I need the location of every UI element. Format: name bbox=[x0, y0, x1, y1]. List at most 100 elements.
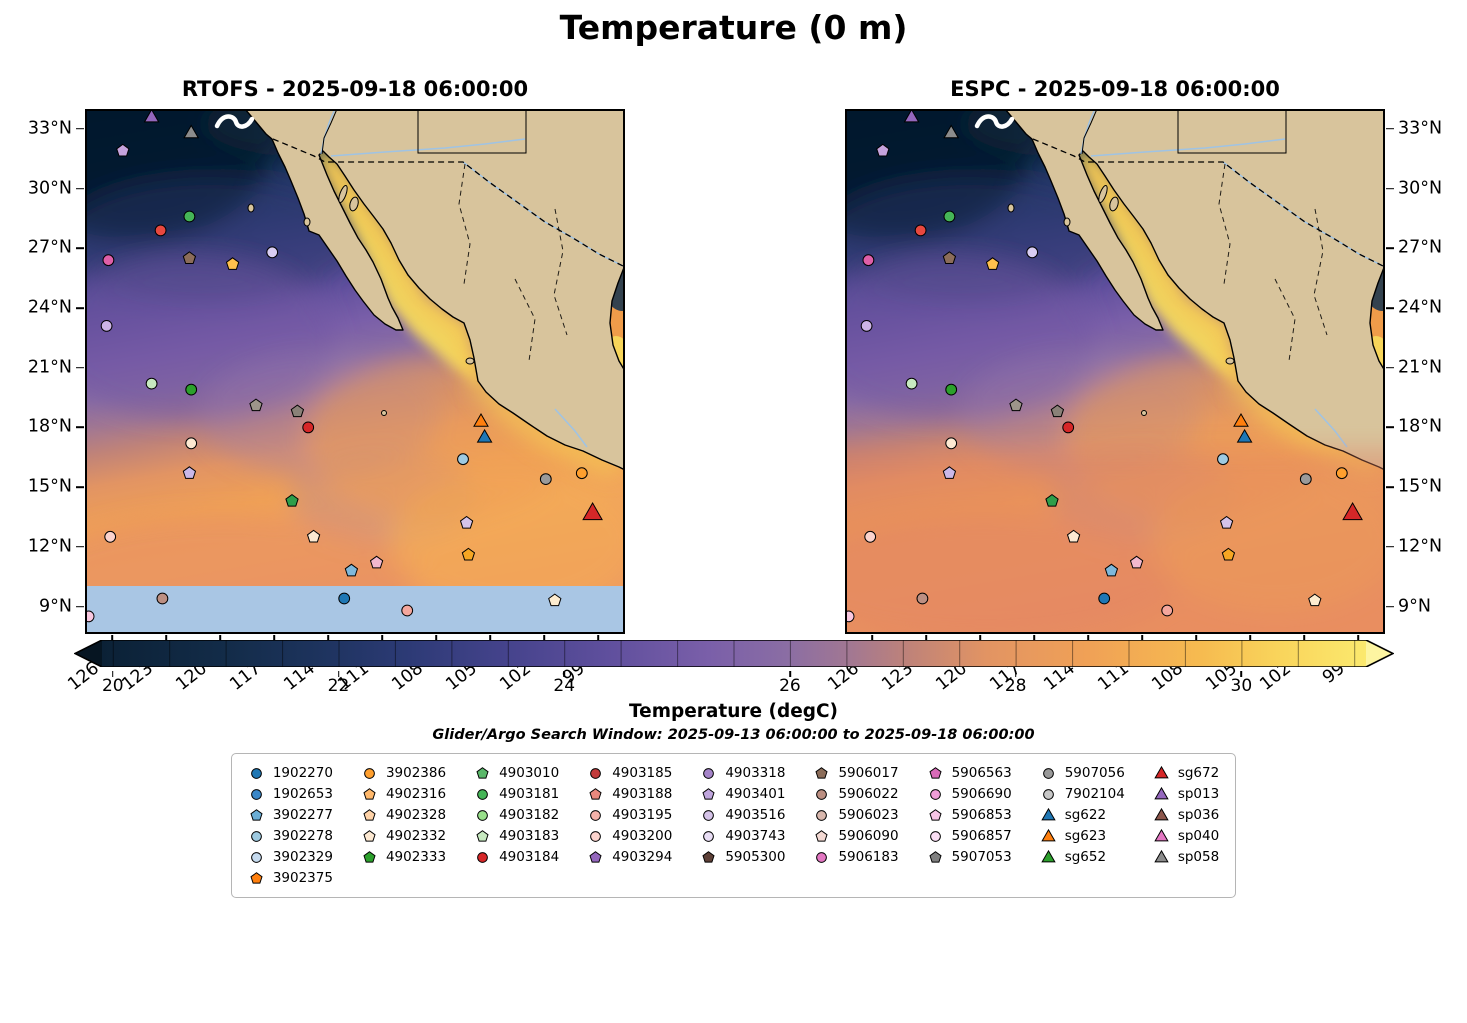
legend-item-5906022: 5906022 bbox=[813, 784, 899, 804]
lat-tick-mark bbox=[1386, 366, 1394, 369]
legend-column: 5906563 5906690 5906853 5906857 5907053 bbox=[927, 763, 1012, 888]
lat-tick-mark bbox=[76, 366, 84, 369]
legend-item-4903188: 4903188 bbox=[587, 784, 672, 804]
platform-marker bbox=[985, 257, 1000, 270]
platform-marker bbox=[100, 319, 113, 332]
colorbar-tick-mark bbox=[789, 671, 791, 677]
search-window-subtitle: Glider/Argo Search Window: 2025-09-13 06… bbox=[432, 727, 1035, 743]
circle-marker-icon bbox=[929, 830, 941, 842]
triangle-marker-icon bbox=[1040, 828, 1056, 841]
platform-marker bbox=[182, 251, 197, 264]
legend-label: 4903010 bbox=[499, 765, 560, 781]
colorbar-tick-mark bbox=[563, 671, 565, 677]
platform-marker bbox=[85, 610, 95, 623]
legend-item-5906023: 5906023 bbox=[813, 805, 899, 825]
platform-marker bbox=[1161, 604, 1174, 617]
circle-marker-icon bbox=[250, 788, 262, 800]
triangle-marker-icon bbox=[1154, 828, 1169, 841]
platform-marker bbox=[862, 254, 875, 267]
legend-item-4903195: 4903195 bbox=[587, 805, 672, 825]
legend-item-5907053: 5907053 bbox=[927, 847, 1012, 867]
platform-markers bbox=[845, 109, 1363, 623]
colorbar-level-dividers bbox=[112, 640, 1355, 667]
colorbar-label: Temperature (degC) bbox=[628, 701, 839, 722]
lat-tick-mark bbox=[1386, 546, 1394, 548]
lon-tick-mark bbox=[1087, 635, 1089, 643]
lat-tick-label: 24°N bbox=[1398, 297, 1443, 318]
lat-tick-label: 18°N bbox=[27, 416, 72, 437]
legend-column: 4903318 4903401 4903516 4903743 5905300 bbox=[700, 763, 785, 888]
platform-markers bbox=[85, 109, 603, 623]
platform-marker bbox=[306, 529, 321, 543]
legend-item-5906857: 5906857 bbox=[927, 826, 1012, 846]
panel-extras bbox=[85, 586, 625, 634]
triangle-marker-icon bbox=[1154, 765, 1169, 778]
panels-row: RTOFS - 2025-09-18 06:00:00 126°W 123°W 12… bbox=[0, 77, 1467, 695]
platform-marker bbox=[943, 210, 956, 223]
pentagon-marker-icon bbox=[815, 829, 829, 842]
legend-label: 4902328 bbox=[385, 807, 447, 823]
colorbar-extend-min bbox=[74, 640, 102, 667]
lat-tick-label: 33°N bbox=[27, 118, 72, 139]
colorbar-tick-label: 28 bbox=[1004, 676, 1027, 696]
legend-label: sp058 bbox=[1177, 849, 1220, 865]
legend-label: 3902386 bbox=[385, 765, 447, 781]
triangle-marker-icon bbox=[1040, 849, 1056, 862]
pentagon-marker-icon bbox=[589, 850, 602, 863]
legend-item-4903010: 4903010 bbox=[474, 763, 559, 783]
legend-label: 5906090 bbox=[838, 828, 899, 844]
legend-label: 5907053 bbox=[951, 849, 1012, 865]
legend-label: 3902277 bbox=[272, 807, 333, 823]
platform-marker bbox=[1219, 515, 1234, 529]
platform-marker bbox=[942, 466, 957, 479]
legend-item-4902332: 4902332 bbox=[361, 826, 446, 846]
pentagon-marker-icon bbox=[702, 787, 715, 800]
legend-item-3902375: 3902375 bbox=[248, 868, 333, 888]
legend-label: 1902653 bbox=[272, 786, 333, 802]
lat-tick-label: 27°N bbox=[27, 237, 72, 258]
circle-marker-icon bbox=[1042, 767, 1054, 779]
platform-marker bbox=[945, 383, 958, 396]
circle-marker-icon bbox=[250, 830, 262, 842]
legend-item-sp036: sp036 bbox=[1153, 805, 1219, 825]
lat-tick-mark bbox=[1386, 247, 1394, 250]
platform-marker bbox=[1308, 593, 1322, 607]
lat-tick-mark bbox=[76, 187, 84, 190]
legend-item-5906090: 5906090 bbox=[813, 826, 899, 846]
legend-label: 5906853 bbox=[951, 807, 1012, 823]
legend-label: 4903182 bbox=[499, 807, 560, 823]
axes-frame bbox=[845, 109, 1385, 634]
colorbar-tick-mark bbox=[1014, 671, 1017, 677]
legend-label: sp013 bbox=[1177, 786, 1220, 802]
circle-marker-icon bbox=[816, 809, 828, 821]
platform-marker bbox=[185, 437, 198, 450]
legend-item-4903185: 4903185 bbox=[587, 763, 672, 783]
map-wrap-espc: 126°W 123°W 120°W 117°W 114°W 111°W 108°W 105°W… bbox=[824, 109, 1442, 695]
legend-label: 4903183 bbox=[499, 828, 560, 844]
platform-marker bbox=[942, 251, 957, 264]
map-rtofs bbox=[85, 109, 625, 634]
colorbar-tick-label: 20 bbox=[101, 676, 124, 696]
legend-item-5906853: 5906853 bbox=[927, 805, 1012, 825]
legend-item-4902333: 4902333 bbox=[361, 847, 446, 867]
legend-column: 3902386 4902316 4902328 4902332 4902333 bbox=[361, 763, 446, 888]
legend-label: 4903401 bbox=[725, 786, 786, 802]
legend-item-4902316: 4902316 bbox=[361, 784, 446, 804]
lat-tick-label: 30°N bbox=[1398, 177, 1443, 198]
lat-tick-label: 9°N bbox=[39, 595, 72, 616]
platform-marker bbox=[183, 124, 200, 139]
colorbar-extend-max bbox=[1365, 640, 1393, 667]
platform-marker bbox=[473, 412, 489, 427]
legend-column: 4903185 4903188 4903195 4903200 4903294 bbox=[587, 763, 672, 888]
platform-marker bbox=[1009, 398, 1023, 412]
lon-tick-mark bbox=[489, 635, 491, 643]
circle-marker-icon bbox=[477, 851, 488, 863]
legend-item-3902386: 3902386 bbox=[361, 763, 446, 783]
colorbar-gradient bbox=[72, 639, 1395, 668]
legend-item-4903182: 4903182 bbox=[474, 805, 559, 825]
platform-marker bbox=[575, 467, 588, 480]
lon-tick-mark bbox=[1357, 635, 1359, 643]
platform-marker bbox=[116, 143, 130, 157]
legend-label: 5905300 bbox=[725, 849, 786, 865]
legend-item-4903743: 4903743 bbox=[700, 826, 785, 846]
